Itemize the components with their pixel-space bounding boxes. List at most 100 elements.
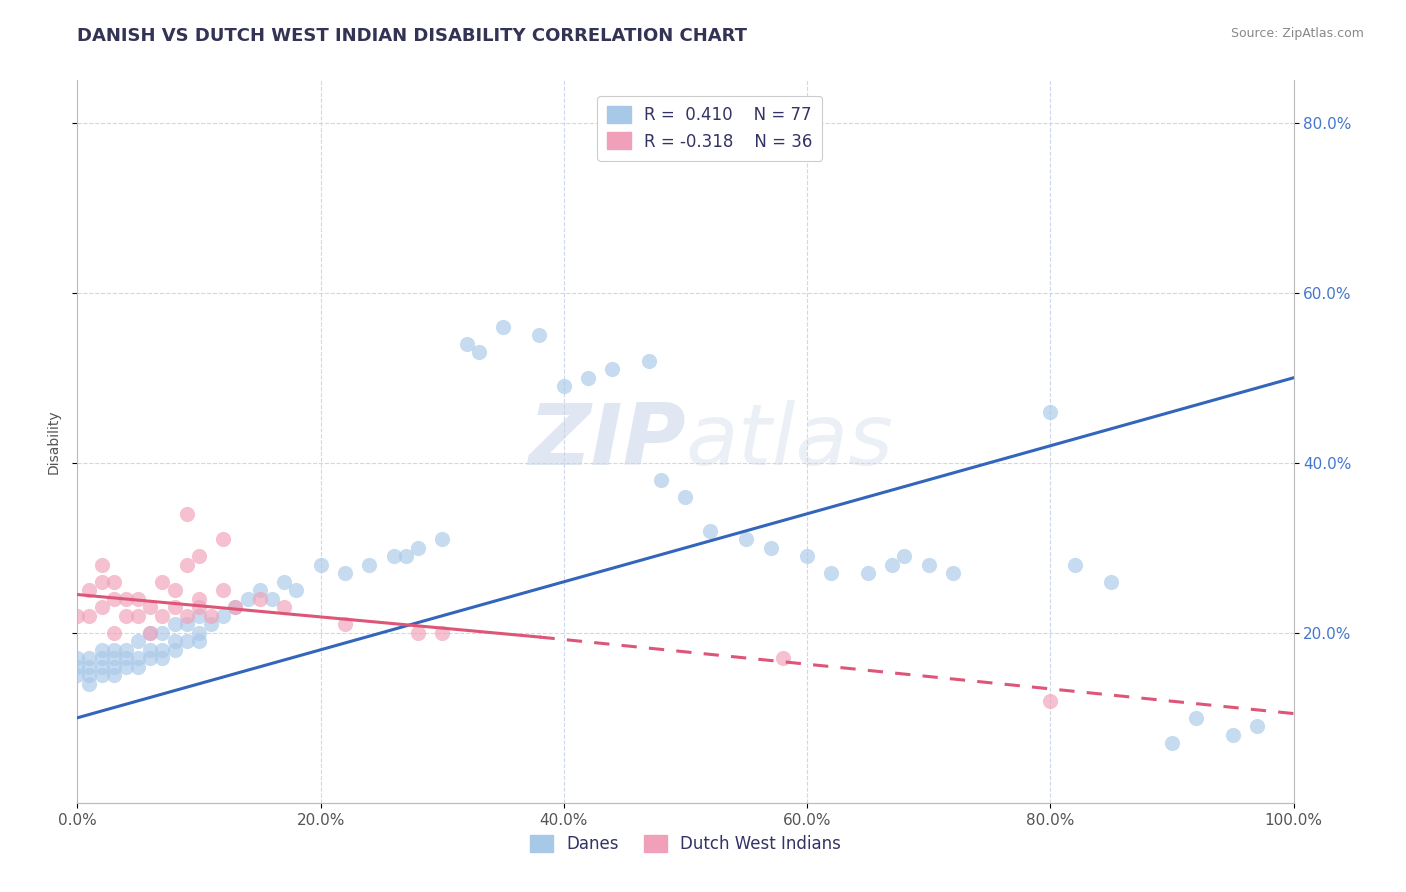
Point — [90, 668, 112, 682]
Point — [188, 600, 211, 615]
Point — [285, 583, 308, 598]
Point — [139, 625, 162, 640]
Point — [66, 668, 89, 682]
Point — [163, 642, 186, 657]
Point — [66, 608, 89, 623]
Point — [188, 634, 211, 648]
Legend: Danes, Dutch West Indians: Danes, Dutch West Indians — [523, 828, 848, 860]
Point — [90, 600, 112, 615]
Point — [893, 549, 915, 564]
Point — [249, 583, 271, 598]
Point — [127, 660, 149, 674]
Point — [139, 651, 162, 665]
Point — [406, 541, 429, 555]
Point — [467, 345, 489, 359]
Point — [79, 651, 101, 665]
Point — [942, 566, 965, 581]
Point — [115, 642, 138, 657]
Point — [212, 583, 235, 598]
Point — [152, 625, 174, 640]
Point — [139, 600, 162, 615]
Point — [1099, 574, 1122, 589]
Point — [163, 600, 186, 615]
Text: atlas: atlas — [686, 400, 893, 483]
Text: Source: ZipAtlas.com: Source: ZipAtlas.com — [1230, 27, 1364, 40]
Point — [735, 533, 758, 547]
Point — [675, 490, 697, 504]
Point — [430, 625, 453, 640]
Point — [333, 617, 356, 632]
Text: DANISH VS DUTCH WEST INDIAN DISABILITY CORRELATION CHART: DANISH VS DUTCH WEST INDIAN DISABILITY C… — [77, 27, 748, 45]
Point — [333, 566, 356, 581]
Point — [127, 591, 149, 606]
Point — [553, 379, 575, 393]
Point — [79, 660, 101, 674]
Point — [188, 591, 211, 606]
Point — [1063, 558, 1085, 572]
Point — [176, 634, 198, 648]
Point — [699, 524, 721, 538]
Point — [163, 583, 186, 598]
Point — [759, 541, 782, 555]
Point — [918, 558, 941, 572]
Text: ZIP: ZIP — [527, 400, 686, 483]
Point — [90, 558, 112, 572]
Point — [152, 651, 174, 665]
Point — [200, 617, 222, 632]
Point — [249, 591, 271, 606]
Point — [115, 651, 138, 665]
Point — [152, 608, 174, 623]
Point — [79, 608, 101, 623]
Point — [456, 336, 478, 351]
Point — [176, 617, 198, 632]
Point — [139, 642, 162, 657]
Point — [359, 558, 381, 572]
Point — [430, 533, 453, 547]
Point — [139, 625, 162, 640]
Point — [638, 353, 661, 368]
Point — [90, 642, 112, 657]
Point — [856, 566, 879, 581]
Point — [127, 651, 149, 665]
Point — [127, 634, 149, 648]
Point — [212, 608, 235, 623]
Point — [236, 591, 259, 606]
Point — [224, 600, 246, 615]
Point — [882, 558, 904, 572]
Point — [650, 473, 672, 487]
Point — [1246, 719, 1268, 733]
Point — [79, 677, 101, 691]
Point — [382, 549, 405, 564]
Point — [492, 319, 515, 334]
Point — [602, 362, 624, 376]
Point — [176, 558, 198, 572]
Point — [576, 371, 599, 385]
Point — [260, 591, 283, 606]
Point — [820, 566, 842, 581]
Point — [115, 608, 138, 623]
Point — [103, 651, 125, 665]
Point — [115, 591, 138, 606]
Point — [103, 642, 125, 657]
Point — [103, 591, 125, 606]
Point — [224, 600, 246, 615]
Point — [90, 574, 112, 589]
Point — [309, 558, 332, 572]
Point — [772, 651, 794, 665]
Point — [103, 625, 125, 640]
Point — [79, 668, 101, 682]
Point — [163, 634, 186, 648]
Y-axis label: Disability: Disability — [46, 409, 60, 474]
Point — [395, 549, 418, 564]
Point — [188, 549, 211, 564]
Point — [406, 625, 429, 640]
Point — [200, 608, 222, 623]
Point — [1039, 694, 1062, 708]
Point — [1161, 736, 1184, 750]
Point — [796, 549, 818, 564]
Point — [66, 651, 89, 665]
Point — [273, 574, 295, 589]
Point — [212, 533, 235, 547]
Point — [188, 608, 211, 623]
Point — [176, 608, 198, 623]
